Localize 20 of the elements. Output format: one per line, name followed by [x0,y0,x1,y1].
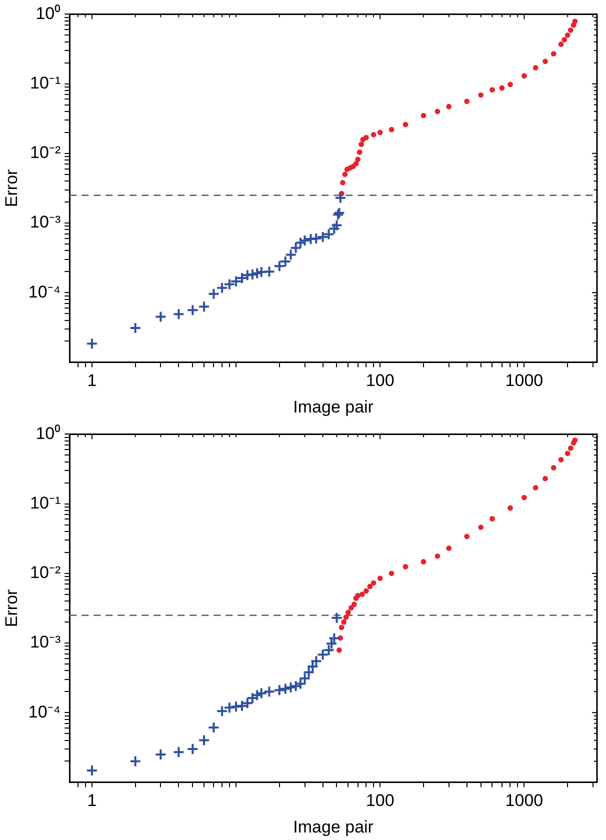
y-tick-label: 10⁰ [36,424,61,443]
y-tick-label: 10⁻³ [30,632,61,652]
x-tick-label: 1000 [505,371,544,390]
y-axis-title: Error [2,588,21,628]
y-tick-label: 10⁻¹ [30,493,61,512]
y-tick-label: 10⁻⁴ [28,702,61,722]
x-axis-title: Image pair [293,397,374,416]
x-tick-label: 1 [87,791,97,810]
y-tick-label: 10⁻² [30,143,61,162]
y-tick-label: 10⁰ [36,4,61,23]
y-tick-label: 10⁻² [30,563,61,582]
x-tick-label: 1000 [505,791,544,810]
x-tick-label: 100 [366,371,394,390]
y-axis-title: Error [2,168,21,208]
x-axis-title: Image pair [293,817,374,836]
x-tick-label: 100 [366,791,394,810]
y-tick-label: 10⁻¹ [30,73,61,92]
y-tick-label: 10⁻⁴ [28,282,61,302]
x-tick-label: 1 [87,371,97,390]
y-tick-label: 10⁻³ [30,212,61,232]
